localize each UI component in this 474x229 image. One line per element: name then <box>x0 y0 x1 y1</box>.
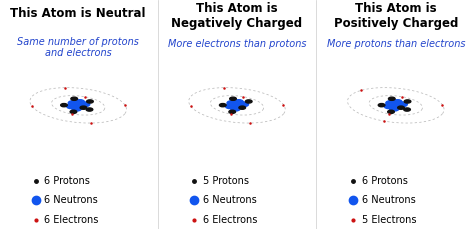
Text: 6 Electrons: 6 Electrons <box>203 215 257 225</box>
Circle shape <box>227 101 237 105</box>
Circle shape <box>404 108 410 111</box>
Text: This Atom is Neutral: This Atom is Neutral <box>10 7 146 20</box>
Circle shape <box>75 100 84 104</box>
Circle shape <box>231 106 240 111</box>
Circle shape <box>390 106 399 111</box>
Text: 6 Neutrons: 6 Neutrons <box>44 195 98 205</box>
Circle shape <box>378 104 385 107</box>
Circle shape <box>246 100 252 103</box>
Text: More protons than electrons: More protons than electrons <box>327 39 465 49</box>
Circle shape <box>392 100 402 104</box>
Circle shape <box>229 110 236 113</box>
Circle shape <box>73 103 83 108</box>
Circle shape <box>391 103 401 108</box>
Circle shape <box>398 106 404 109</box>
Text: 6 Neutrons: 6 Neutrons <box>362 195 415 205</box>
Circle shape <box>404 100 411 103</box>
Circle shape <box>68 101 78 105</box>
Circle shape <box>87 100 93 103</box>
Circle shape <box>386 101 395 105</box>
Circle shape <box>61 104 67 107</box>
Text: 6 Neutrons: 6 Neutrons <box>203 195 256 205</box>
Circle shape <box>226 104 235 109</box>
Circle shape <box>232 103 242 108</box>
Circle shape <box>234 100 243 104</box>
Circle shape <box>398 102 407 107</box>
Circle shape <box>389 97 395 100</box>
Text: Same number of protons
and electrons: Same number of protons and electrons <box>17 37 139 58</box>
Text: 6 Electrons: 6 Electrons <box>44 215 99 225</box>
Circle shape <box>70 110 77 113</box>
Text: 6 Protons: 6 Protons <box>44 176 90 186</box>
Circle shape <box>230 97 237 100</box>
Text: This Atom is
Positively Charged: This Atom is Positively Charged <box>334 2 458 30</box>
Circle shape <box>384 104 394 109</box>
Circle shape <box>86 108 93 111</box>
Circle shape <box>239 102 248 107</box>
Circle shape <box>80 106 87 109</box>
Circle shape <box>219 104 226 107</box>
Circle shape <box>67 104 76 109</box>
Text: 5 Electrons: 5 Electrons <box>362 215 416 225</box>
Circle shape <box>239 106 246 109</box>
Circle shape <box>388 110 394 113</box>
Circle shape <box>72 106 82 111</box>
Text: More electrons than protons: More electrons than protons <box>168 39 306 49</box>
Circle shape <box>80 102 90 107</box>
Text: 5 Protons: 5 Protons <box>203 176 249 186</box>
Text: 6 Protons: 6 Protons <box>362 176 408 186</box>
Circle shape <box>71 97 78 100</box>
Text: This Atom is
Negatively Charged: This Atom is Negatively Charged <box>172 2 302 30</box>
